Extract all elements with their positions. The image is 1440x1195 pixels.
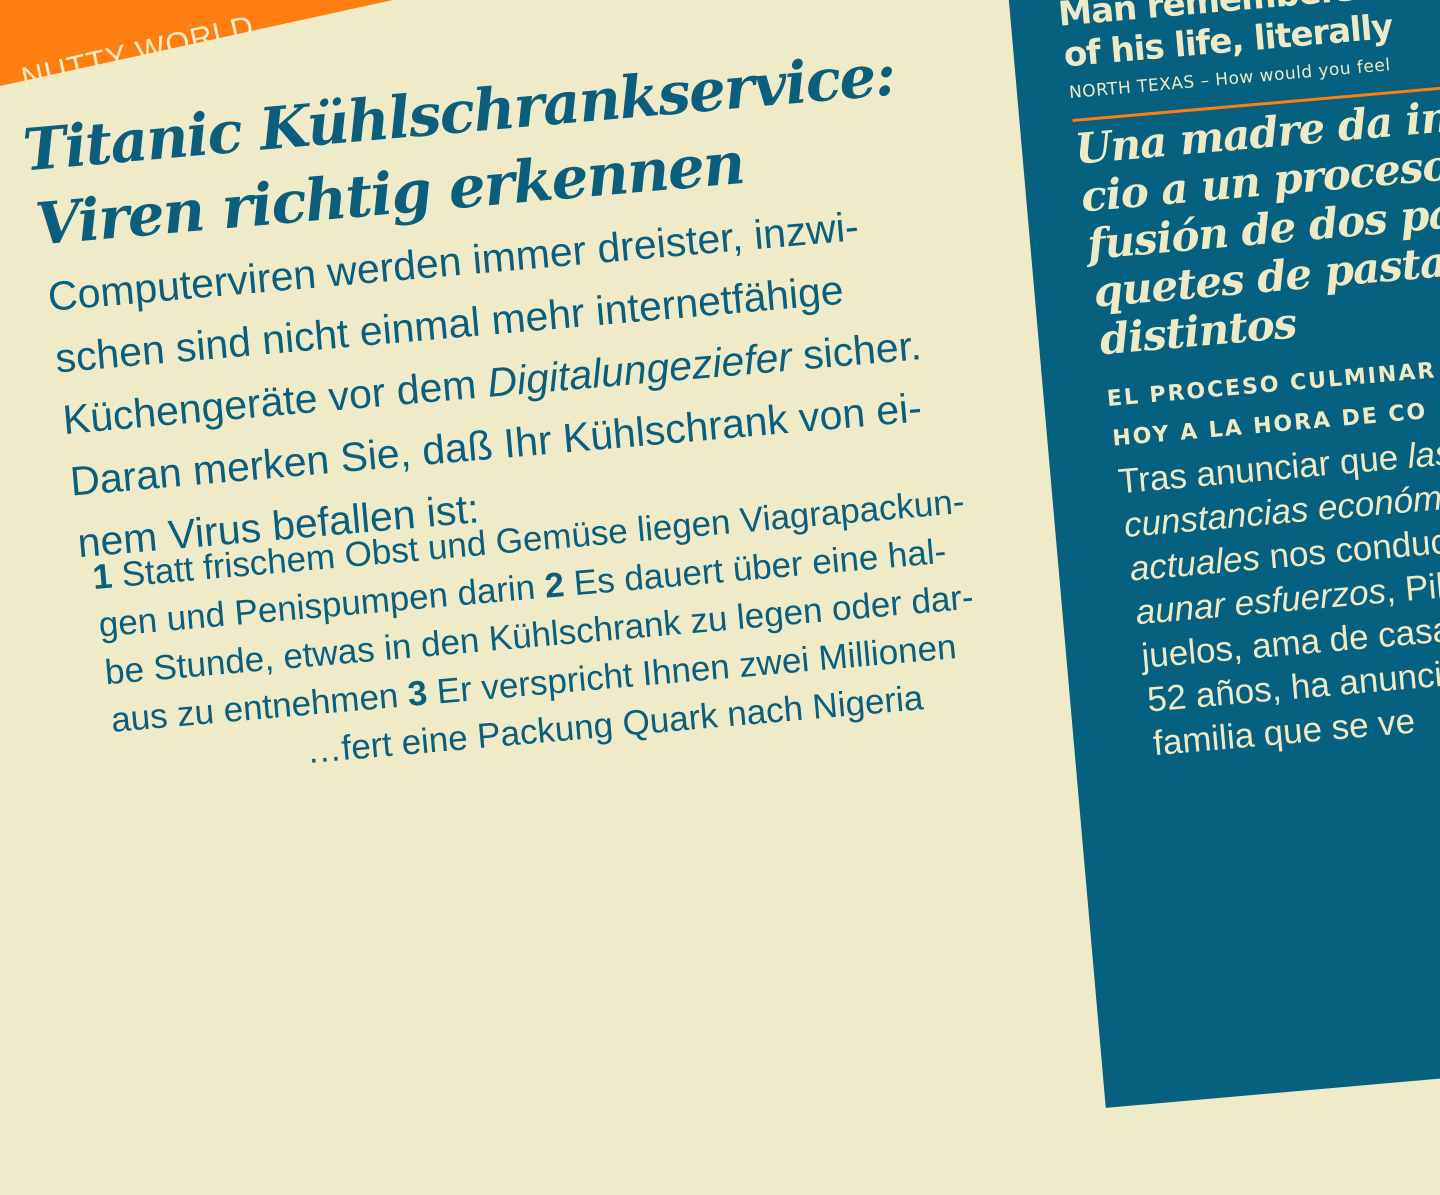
intro-text: sicher. [789, 322, 924, 380]
body-text: , Pilar [1384, 563, 1440, 611]
intro-emphasis: Digitalungeziefer [485, 333, 794, 406]
body-emphasis: las [1405, 433, 1440, 476]
